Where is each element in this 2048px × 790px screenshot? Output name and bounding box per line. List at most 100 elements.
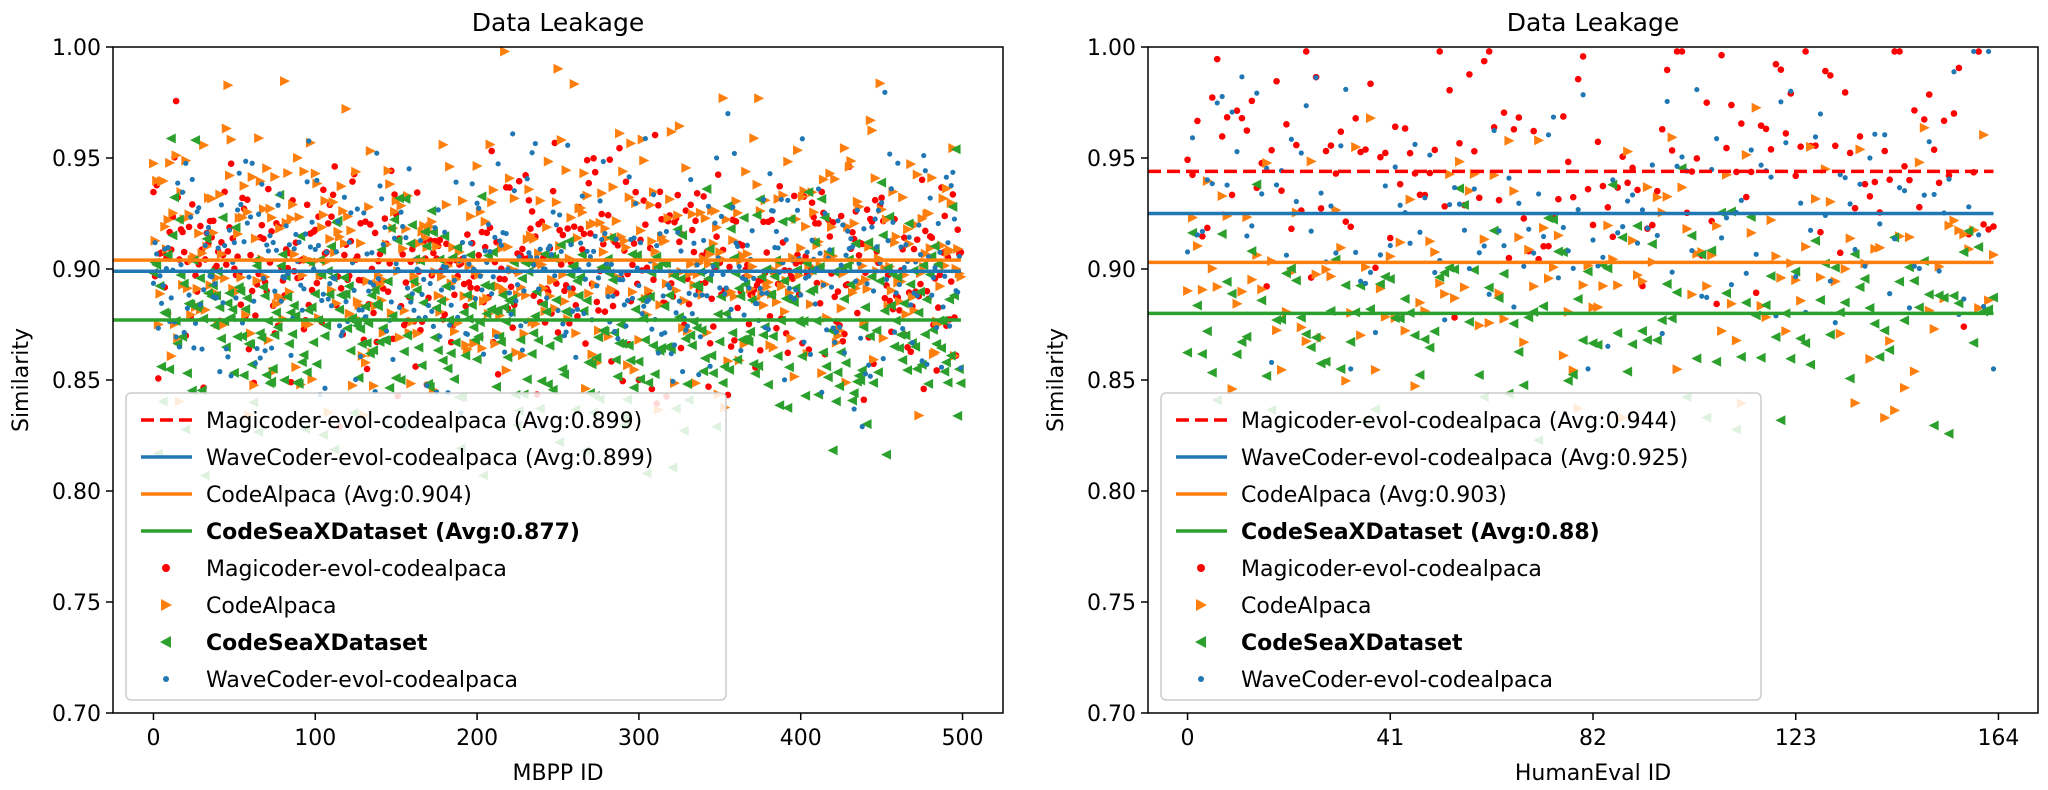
data-point-magicoder-evol-codealpaca [1441, 203, 1448, 210]
data-point-wavecoder-evol-codealpaca [490, 274, 496, 280]
data-point-codealpaca [519, 328, 530, 339]
data-point-codeseaxdataset [236, 331, 247, 342]
data-point-codealpaca [687, 209, 698, 220]
data-point-codeseaxdataset [733, 283, 744, 294]
data-point-codeseaxdataset [432, 345, 443, 356]
y-tick-label: 0.75 [1087, 591, 1136, 616]
data-point-codeseaxdataset [914, 286, 925, 297]
data-point-codeseaxdataset [217, 212, 228, 223]
data-point-magicoder-evol-codealpaca [1649, 221, 1656, 229]
data-point-wavecoder-evol-codealpaca [1892, 236, 1898, 242]
data-point-magicoder-evol-codealpaca [1846, 149, 1854, 157]
data-point-wavecoder-evol-codealpaca [783, 237, 789, 243]
data-point-codealpaca [1766, 215, 1777, 226]
data-point-codealpaca [192, 283, 203, 294]
data-point-magicoder-evol-codealpaca [860, 396, 868, 404]
data-point-codealpaca [1370, 364, 1381, 375]
legend-label: WaveCoder-evol-codealpaca (Avg:0.899) [206, 446, 653, 471]
data-point-wavecoder-evol-codealpaca [1743, 270, 1749, 276]
data-point-wavecoder-evol-codealpaca [654, 243, 660, 249]
data-point-codeseaxdataset [1221, 276, 1232, 287]
data-point-wavecoder-evol-codealpaca [623, 323, 629, 329]
data-point-magicoder-evol-codealpaca [763, 249, 771, 256]
data-point-codeseaxdataset [295, 231, 306, 242]
data-point-magicoder-evol-codealpaca [1382, 149, 1389, 157]
data-point-wavecoder-evol-codealpaca [707, 363, 713, 369]
data-point-wavecoder-evol-codealpaca [958, 365, 964, 371]
data-point-wavecoder-evol-codealpaca [624, 297, 631, 304]
data-point-wavecoder-evol-codealpaca [1432, 269, 1438, 276]
data-point-wavecoder-evol-codealpaca [1679, 154, 1685, 160]
data-point-magicoder-evol-codealpaca [337, 285, 345, 292]
data-point-codeseaxdataset [1345, 336, 1356, 347]
data-point-codeseaxdataset [178, 278, 189, 289]
data-point-codeseaxdataset [756, 271, 767, 282]
data-point-wavecoder-evol-codealpaca [1718, 235, 1725, 241]
data-point-magicoder-evol-codealpaca [656, 188, 664, 196]
data-point-wavecoder-evol-codealpaca [820, 282, 826, 288]
data-point-codealpaca [1306, 156, 1317, 167]
data-point-codeseaxdataset [481, 308, 492, 319]
data-point-magicoder-evol-codealpaca [1540, 243, 1547, 250]
data-point-wavecoder-evol-codealpaca [154, 251, 160, 257]
data-point-codeseaxdataset [1340, 280, 1351, 291]
data-point-codealpaca [1865, 353, 1876, 364]
data-point-codeseaxdataset [724, 364, 735, 375]
data-point-magicoder-evol-codealpaca [1288, 225, 1295, 233]
data-point-codeseaxdataset [783, 362, 794, 373]
data-point-wavecoder-evol-codealpaca [1966, 204, 1972, 210]
data-point-wavecoder-evol-codealpaca [945, 240, 951, 246]
data-point-wavecoder-evol-codealpaca [587, 254, 593, 260]
data-point-codealpaca [1835, 328, 1846, 339]
data-point-wavecoder-evol-codealpaca [189, 176, 195, 183]
data-point-codealpaca [1400, 325, 1411, 336]
data-point-codealpaca [839, 143, 850, 154]
data-point-wavecoder-evol-codealpaca [697, 334, 704, 340]
data-point-wavecoder-evol-codealpaca [489, 291, 495, 297]
data-point-codeseaxdataset [1622, 366, 1633, 377]
data-point-magicoder-evol-codealpaca [1223, 113, 1231, 121]
data-point-magicoder-evol-codealpaca [557, 261, 565, 268]
data-point-codeseaxdataset [1384, 273, 1395, 284]
data-point-wavecoder-evol-codealpaca [390, 356, 396, 363]
data-point-codealpaca [503, 241, 514, 252]
data-point-wavecoder-evol-codealpaca [273, 247, 280, 253]
data-point-wavecoder-evol-codealpaca [932, 265, 938, 271]
data-point-codeseaxdataset [732, 354, 743, 365]
data-point-codeseaxdataset [814, 261, 825, 272]
data-point-codeseaxdataset [442, 363, 453, 374]
data-point-magicoder-evol-codealpaca [1293, 141, 1300, 149]
data-point-wavecoder-evol-codealpaca [259, 181, 265, 187]
data-point-wavecoder-evol-codealpaca [668, 351, 674, 357]
data-point-wavecoder-evol-codealpaca [1615, 230, 1621, 236]
data-point-magicoder-evol-codealpaca [933, 367, 940, 374]
data-point-wavecoder-evol-codealpaca [1550, 114, 1557, 120]
data-point-magicoder-evol-codealpaca [726, 263, 733, 271]
data-point-magicoder-evol-codealpaca [311, 226, 319, 234]
data-point-codealpaca [242, 206, 253, 217]
data-point-wavecoder-evol-codealpaca [1896, 185, 1903, 191]
data-point-codealpaca [728, 235, 739, 246]
data-point-codealpaca [956, 271, 967, 282]
data-point-wavecoder-evol-codealpaca [1209, 181, 1215, 187]
data-point-magicoder-evol-codealpaca [907, 348, 915, 356]
data-point-codealpaca [796, 243, 807, 254]
data-point-wavecoder-evol-codealpaca [924, 361, 930, 367]
data-point-codeseaxdataset [230, 222, 241, 233]
data-point-wavecoder-evol-codealpaca [513, 298, 519, 304]
data-point-codealpaca [458, 195, 469, 206]
data-point-wavecoder-evol-codealpaca [849, 244, 856, 250]
data-point-codealpaca [1974, 303, 1985, 314]
data-point-magicoder-evol-codealpaca [1772, 60, 1780, 68]
y-tick-label: 0.95 [52, 147, 101, 172]
data-point-codeseaxdataset [497, 290, 508, 301]
x-tick-label: 0 [1181, 726, 1195, 751]
data-point-magicoder-evol-codealpaca [1896, 48, 1903, 55]
data-point-magicoder-evol-codealpaca [179, 228, 186, 236]
data-point-codeseaxdataset [452, 242, 463, 253]
data-point-codealpaca [1499, 313, 1510, 324]
data-point-wavecoder-evol-codealpaca [1531, 250, 1537, 256]
data-point-wavecoder-evol-codealpaca [938, 364, 945, 370]
data-point-codealpaca [341, 103, 352, 114]
data-point-wavecoder-evol-codealpaca [1862, 263, 1868, 269]
